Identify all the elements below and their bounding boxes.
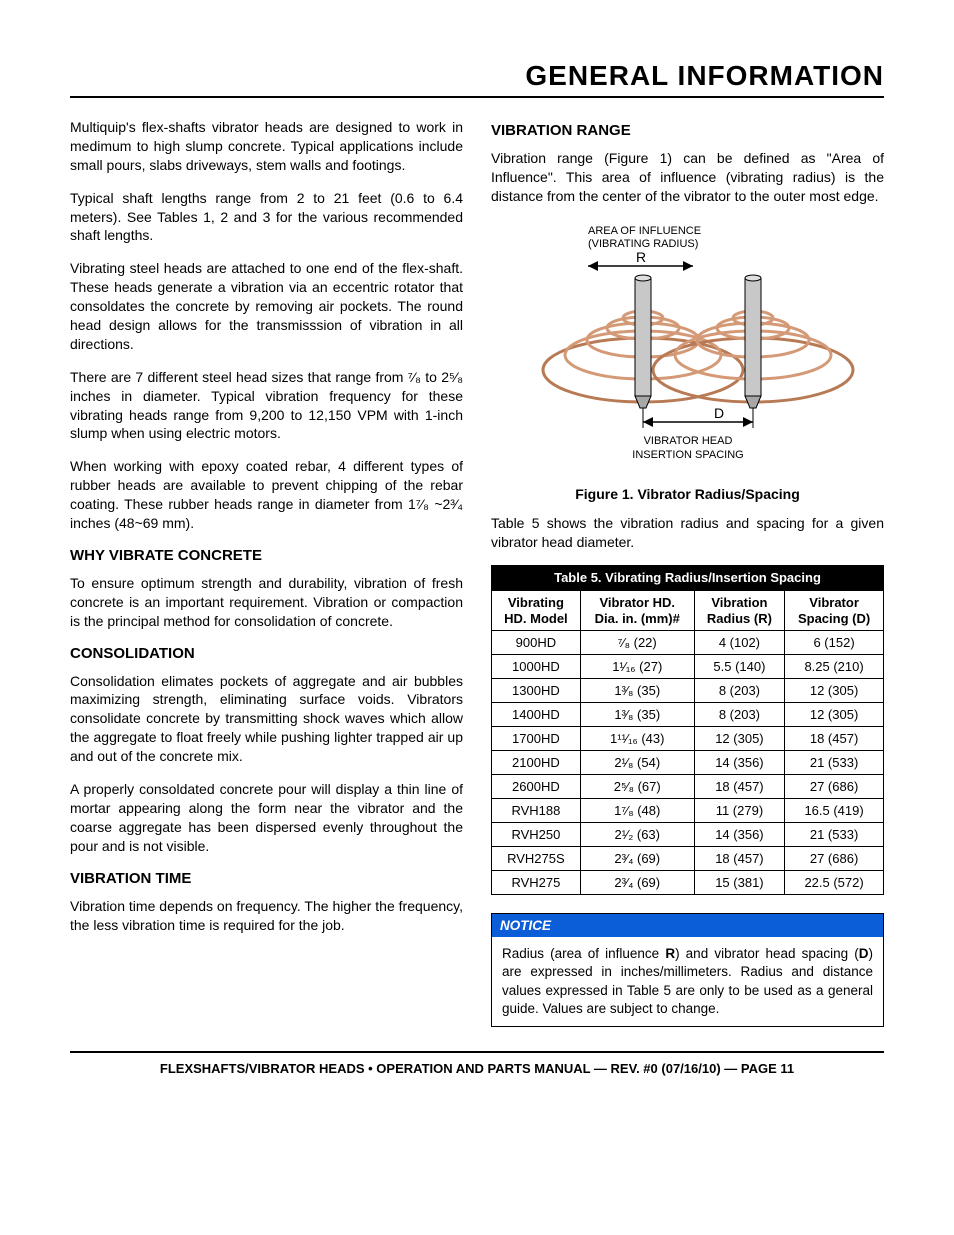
- table-cell: 900HD: [492, 631, 581, 655]
- notice-header: NOTICE: [492, 914, 883, 937]
- table-cell: 8 (203): [694, 703, 784, 727]
- table-cell: 15 (381): [694, 871, 784, 895]
- th-spacing: VibratorSpacing (D): [785, 591, 884, 631]
- th-model: VibratingHD. Model: [492, 591, 581, 631]
- table-cell: 21 (533): [785, 751, 884, 775]
- table-row: RVH275S2³⁄₄ (69)18 (457)27 (686): [492, 847, 884, 871]
- table-cell: RVH275: [492, 871, 581, 895]
- vibrator-radius-diagram: AREA OF INFLUENCE (VIBRATING RADIUS) R: [518, 220, 858, 480]
- table-5: Table 5. Vibrating Radius/Insertion Spac…: [491, 565, 884, 895]
- table-cell: RVH250: [492, 823, 581, 847]
- table-row: RVH1881⁷⁄₈ (48)11 (279)16.5 (419): [492, 799, 884, 823]
- heading-consolidation: CONSOLIDATION: [70, 645, 463, 662]
- table-cell: 27 (686): [785, 775, 884, 799]
- table-cell: 18 (457): [694, 847, 784, 871]
- why-para: To ensure optimum strength and durabilit…: [70, 574, 463, 631]
- fig-R-label: R: [636, 249, 646, 265]
- table-row: 1700HD1¹¹⁄₁₆ (43)12 (305)18 (457): [492, 727, 884, 751]
- table-cell: 14 (356): [694, 751, 784, 775]
- notice-body: Radius (area of influence R) and vibrato…: [492, 937, 883, 1026]
- table-cell: 2¹⁄₂ (63): [580, 823, 694, 847]
- table-cell: 6 (152): [785, 631, 884, 655]
- table-cell: 1³⁄₈ (35): [580, 703, 694, 727]
- content-columns: Multiquip's flex-shafts vibrator heads a…: [70, 118, 884, 1027]
- table-cell: 1400HD: [492, 703, 581, 727]
- heading-vibration-time: VIBRATION TIME: [70, 870, 463, 887]
- table-cell: 27 (686): [785, 847, 884, 871]
- table-cell: 1¹⁄₁₆ (27): [580, 655, 694, 679]
- intro-para-2: Typical shaft lengths range from 2 to 21…: [70, 189, 463, 246]
- table-cell: 2100HD: [492, 751, 581, 775]
- table-row: RVH2502¹⁄₂ (63)14 (356)21 (533): [492, 823, 884, 847]
- table-cell: 11 (279): [694, 799, 784, 823]
- table-row: 1300HD1³⁄₈ (35)8 (203)12 (305): [492, 679, 884, 703]
- table-cell: 18 (457): [694, 775, 784, 799]
- table-row: 1400HD1³⁄₈ (35)8 (203)12 (305): [492, 703, 884, 727]
- consolidation-para-1: Consolidation elimates pockets of aggreg…: [70, 672, 463, 766]
- heading-why-vibrate: WHY VIBRATE CONCRETE: [70, 547, 463, 564]
- table-row: RVH2752³⁄₄ (69)15 (381)22.5 (572): [492, 871, 884, 895]
- table-cell: 12 (305): [785, 679, 884, 703]
- table-cell: 1⁷⁄₈ (48): [580, 799, 694, 823]
- table-5-title: Table 5. Vibrating Radius/Insertion Spac…: [492, 566, 884, 591]
- table-cell: 16.5 (419): [785, 799, 884, 823]
- table-cell: 2³⁄₄ (69): [580, 847, 694, 871]
- th-dia: Vibrator HD.Dia. in. (mm)#: [580, 591, 694, 631]
- fig-label-area-1: AREA OF INFLUENCE: [588, 225, 701, 237]
- table-cell: 21 (533): [785, 823, 884, 847]
- intro-para-3: Vibrating steel heads are attached to on…: [70, 259, 463, 353]
- table-cell: 12 (305): [694, 727, 784, 751]
- table-cell: 1700HD: [492, 727, 581, 751]
- table-cell: 22.5 (572): [785, 871, 884, 895]
- vibration-time-para: Vibration time depends on frequency. The…: [70, 897, 463, 935]
- page-footer: FLEXSHAFTS/VIBRATOR HEADS • OPERATION AN…: [70, 1051, 884, 1076]
- table-cell: 1300HD: [492, 679, 581, 703]
- left-column: Multiquip's flex-shafts vibrator heads a…: [70, 118, 463, 1027]
- table-cell: ⁷⁄₈ (22): [580, 631, 694, 655]
- table-cell: 8 (203): [694, 679, 784, 703]
- table-row: 1000HD1¹⁄₁₆ (27)5.5 (140)8.25 (210): [492, 655, 884, 679]
- table-cell: 4 (102): [694, 631, 784, 655]
- intro-para-4: There are 7 different steel head sizes t…: [70, 368, 463, 444]
- fig-D-label: D: [714, 405, 724, 421]
- fig-spacing-label-2: INSERTION SPACING: [632, 449, 743, 461]
- table-row: 2600HD2⁵⁄₈ (67)18 (457)27 (686): [492, 775, 884, 799]
- table-cell: 14 (356): [694, 823, 784, 847]
- table-cell: 18 (457): [785, 727, 884, 751]
- table-cell: 2³⁄₄ (69): [580, 871, 694, 895]
- right-column: VIBRATION RANGE Vibration range (Figure …: [491, 118, 884, 1027]
- table-row: 2100HD2¹⁄₈ (54)14 (356)21 (533): [492, 751, 884, 775]
- table-cell: 2¹⁄₈ (54): [580, 751, 694, 775]
- vibration-range-para-1: Vibration range (Figure 1) can be define…: [491, 149, 884, 206]
- table-cell: RVH188: [492, 799, 581, 823]
- table-cell: 1³⁄₈ (35): [580, 679, 694, 703]
- table-row: 900HD⁷⁄₈ (22)4 (102)6 (152): [492, 631, 884, 655]
- figure-1: AREA OF INFLUENCE (VIBRATING RADIUS) R: [491, 220, 884, 502]
- table-cell: 2600HD: [492, 775, 581, 799]
- heading-vibration-range: VIBRATION RANGE: [491, 122, 884, 139]
- table-cell: 5.5 (140): [694, 655, 784, 679]
- table-cell: 8.25 (210): [785, 655, 884, 679]
- page-title: GENERAL INFORMATION: [70, 60, 884, 98]
- table-cell: RVH275S: [492, 847, 581, 871]
- figure-1-caption: Figure 1. Vibrator Radius/Spacing: [491, 486, 884, 502]
- th-radius: VibrationRadius (R): [694, 591, 784, 631]
- notice-box: NOTICE Radius (area of influence R) and …: [491, 913, 884, 1027]
- vibration-range-para-2: Table 5 shows the vibration radius and s…: [491, 514, 884, 552]
- table-cell: 2⁵⁄₈ (67): [580, 775, 694, 799]
- table-cell: 1000HD: [492, 655, 581, 679]
- fig-spacing-label-1: VIBRATOR HEAD: [643, 435, 732, 447]
- table-cell: 1¹¹⁄₁₆ (43): [580, 727, 694, 751]
- table-cell: 12 (305): [785, 703, 884, 727]
- intro-para-5: When working with epoxy coated rebar, 4 …: [70, 457, 463, 533]
- intro-para-1: Multiquip's flex-shafts vibrator heads a…: [70, 118, 463, 175]
- consolidation-para-2: A properly consoldated concrete pour wil…: [70, 780, 463, 856]
